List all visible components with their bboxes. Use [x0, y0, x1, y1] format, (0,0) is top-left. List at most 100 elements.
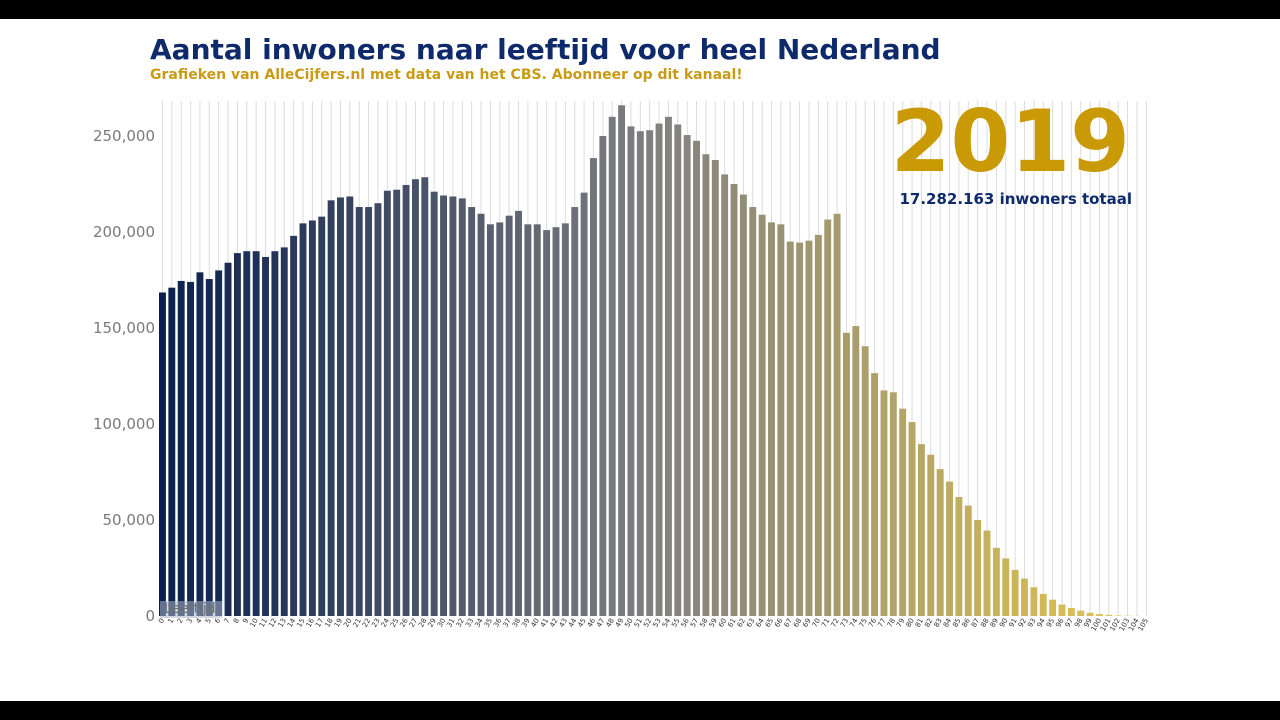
- bar-age-43: [561, 223, 569, 617]
- bar-age-40: [533, 224, 541, 616]
- x-tick-label: 27: [408, 617, 419, 629]
- bar-age-37: [505, 215, 513, 616]
- bar-age-13: [280, 247, 288, 617]
- bar-age-64: [758, 214, 766, 616]
- x-tick-label: 5: [204, 617, 213, 625]
- x-tick-label: 77: [876, 617, 887, 629]
- bar-age-38: [515, 210, 522, 616]
- x-tick-label: 16: [305, 617, 317, 629]
- x-tick-label: 70: [811, 617, 822, 629]
- x-tick-label: 41: [539, 617, 550, 629]
- bar-age-68: [796, 242, 804, 616]
- x-tick-label: 55: [670, 617, 681, 629]
- bar-age-0: [159, 292, 166, 616]
- y-tick-label: 0: [145, 607, 155, 625]
- x-tick-label: 25: [389, 617, 400, 629]
- bar-age-77: [880, 390, 888, 616]
- bar-age-33: [468, 207, 476, 617]
- bar-age-87: [974, 520, 982, 616]
- x-tick-label: 1: [166, 617, 175, 625]
- bar-age-32: [458, 198, 466, 616]
- bar-age-98: [1077, 610, 1085, 616]
- x-tick-label: 40: [530, 617, 541, 629]
- x-tick-label: 95: [1045, 617, 1056, 629]
- x-tick-label: 105: [1136, 617, 1150, 633]
- x-tick-label: 29: [427, 617, 438, 629]
- x-tick-label: 9: [241, 617, 250, 625]
- bar-age-22: [365, 207, 373, 617]
- x-tick-label: 84: [942, 617, 954, 629]
- bar-age-28: [421, 177, 429, 616]
- x-tick-label: 54: [661, 617, 673, 629]
- x-tick-label: 79: [895, 617, 906, 629]
- bar-age-67: [786, 241, 794, 616]
- x-tick-label: 24: [380, 617, 392, 629]
- bar-age-57: [693, 140, 700, 617]
- x-axis: 0 1 2 3 4 5 6 7 8 9101112131415161718192021222324…: [157, 617, 1150, 633]
- x-tick-label: 67: [783, 617, 794, 629]
- y-axis: 0 50,000 100,000 150,000 200,000 250,000: [93, 127, 155, 625]
- bar-age-81: [917, 444, 925, 616]
- bar-age-53: [655, 123, 663, 617]
- bar-age-97: [1067, 607, 1075, 616]
- bar-age-102: [1114, 615, 1122, 616]
- x-tick-label: 31: [445, 617, 456, 629]
- x-tick-label: 81: [914, 617, 925, 629]
- x-tick-label: 11: [258, 617, 269, 629]
- x-tick-label: 4: [194, 617, 203, 625]
- x-tick-label: 8: [232, 617, 241, 625]
- year-label: 2019: [890, 92, 1130, 192]
- bar-age-56: [683, 135, 691, 616]
- chart-subtitle: Grafieken van AlleCijfers.nl met data va…: [150, 67, 743, 83]
- total-label: 17.282.163 inwoners totaal: [899, 190, 1132, 208]
- bar-age-54: [664, 116, 672, 617]
- x-tick-label: 17: [314, 617, 325, 629]
- x-tick-label: 7: [223, 617, 232, 625]
- x-tick-label: 52: [642, 617, 653, 629]
- x-tick-label: 2: [176, 617, 185, 625]
- x-tick-label: 0: [157, 617, 166, 625]
- bar-age-47: [599, 136, 607, 616]
- y-tick-label: 50,000: [103, 511, 156, 529]
- x-tick-label: 46: [586, 617, 598, 629]
- x-tick-label: 62: [736, 617, 747, 629]
- x-tick-label: 45: [576, 617, 587, 629]
- bar-age-94: [1039, 593, 1047, 616]
- x-tick-label: 86: [961, 617, 973, 629]
- bar-age-66: [777, 224, 785, 616]
- bar-age-27: [411, 179, 419, 616]
- chart-title: Aantal inwoners naar leeftijd voor heel …: [150, 33, 941, 66]
- x-tick-label: 30: [436, 617, 447, 629]
- x-tick-label: 49: [614, 617, 625, 629]
- bar-age-44: [571, 207, 579, 617]
- x-tick-label: 37: [501, 617, 512, 629]
- bar-age-12: [271, 251, 279, 616]
- bar-age-34: [477, 213, 485, 616]
- bar-age-58: [702, 154, 710, 617]
- bar-age-73: [843, 332, 850, 616]
- x-tick-label: 42: [548, 617, 559, 629]
- bar-age-88: [983, 530, 991, 616]
- x-tick-label: 91: [1007, 617, 1018, 629]
- x-tick-label: 90: [998, 617, 1009, 629]
- bar-age-76: [871, 373, 879, 616]
- x-tick-label: 92: [1017, 617, 1028, 629]
- bar-age-29: [430, 191, 438, 616]
- bar-age-95: [1049, 599, 1057, 616]
- bar-age-26: [402, 184, 410, 616]
- bar-age-100: [1096, 614, 1103, 616]
- x-tick-label: 57: [689, 617, 700, 629]
- bar-age-16: [308, 220, 316, 617]
- x-tick-label: 56: [680, 617, 692, 629]
- x-tick-label: 61: [726, 617, 737, 629]
- bar-age-25: [393, 189, 401, 616]
- y-tick-label: 100,000: [93, 415, 155, 433]
- x-tick-label: 65: [764, 617, 775, 629]
- bar-age-86: [964, 505, 972, 616]
- x-tick-label: 18: [323, 617, 334, 629]
- bar-age-21: [355, 207, 363, 617]
- x-tick-label: 64: [754, 617, 766, 629]
- x-tick-label: 12: [267, 617, 278, 629]
